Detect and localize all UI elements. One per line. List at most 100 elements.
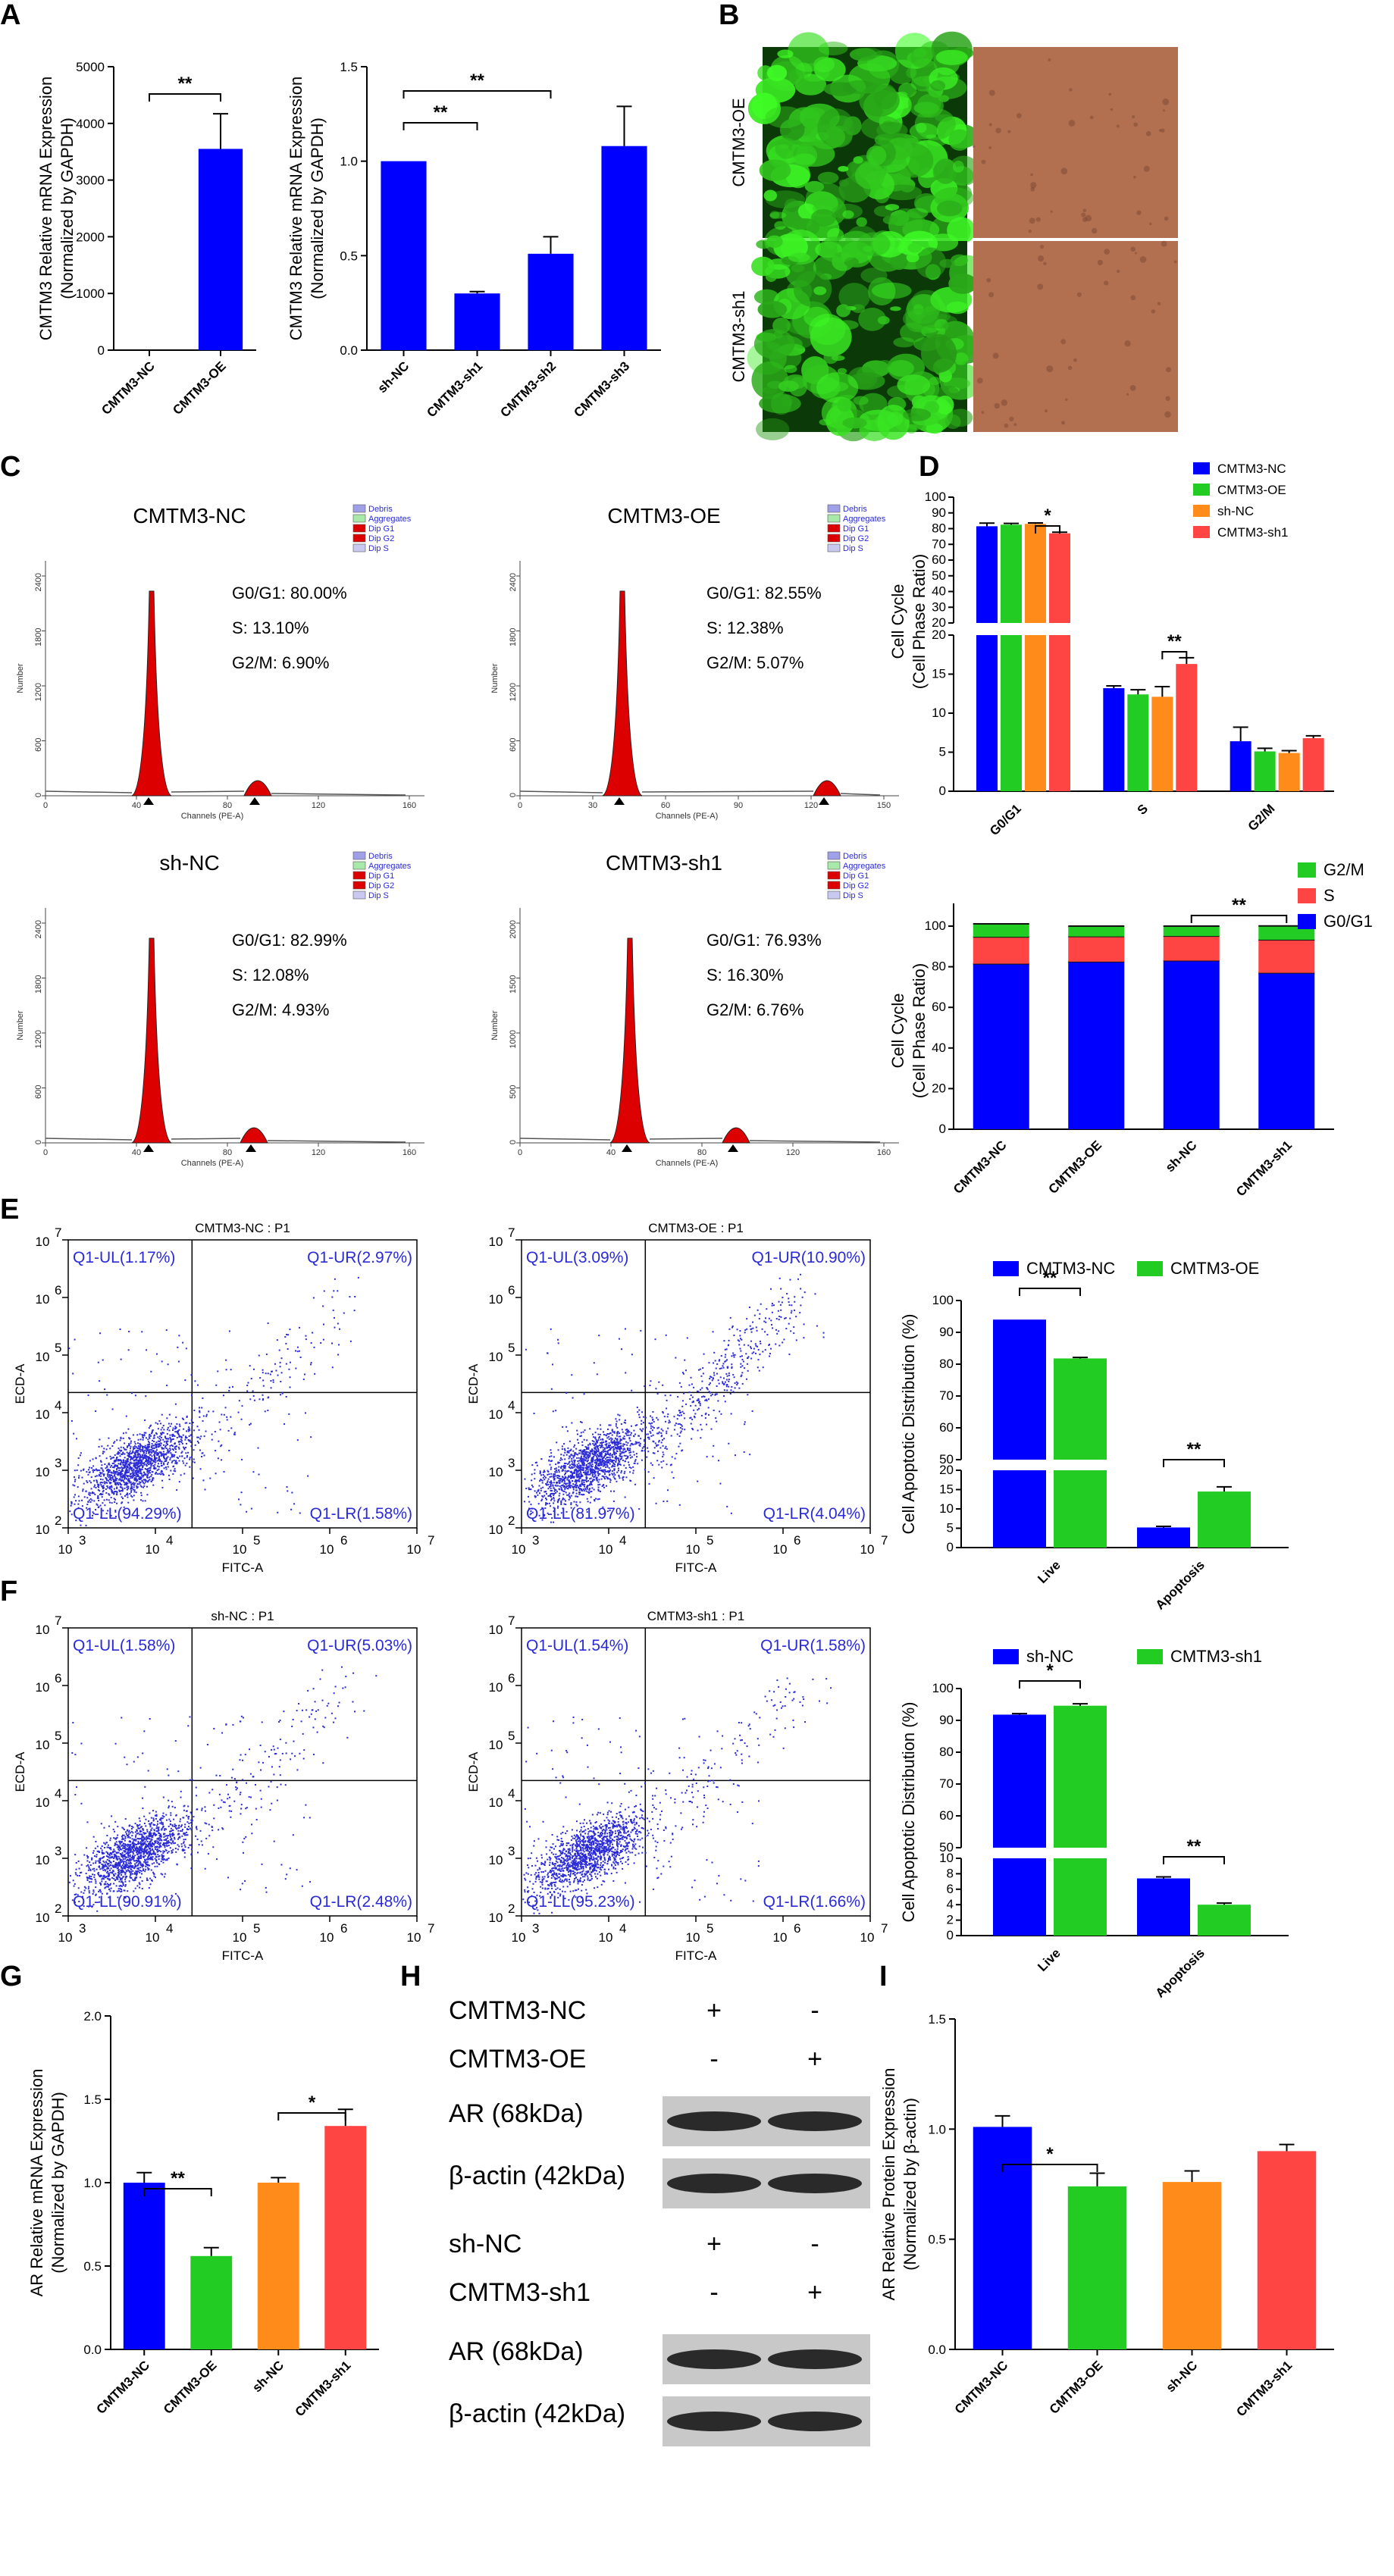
event-dot <box>136 1459 138 1461</box>
event-dot <box>148 1460 150 1462</box>
event-dot <box>163 1839 165 1841</box>
event-dot <box>537 1494 539 1496</box>
event-dot <box>790 1262 792 1264</box>
event-dot <box>226 1419 228 1421</box>
event-dot <box>731 1385 733 1388</box>
event-dot <box>241 1405 243 1407</box>
event-dot <box>624 1496 626 1498</box>
event-dot <box>578 1452 581 1454</box>
event-dot <box>107 1475 109 1477</box>
event-dot <box>593 1454 595 1456</box>
event-dot <box>572 1487 575 1489</box>
event-dot <box>121 1498 124 1500</box>
quadrant-ul-label: Q1-UL(1.17%) <box>73 1249 175 1266</box>
brightfield-cell <box>1104 280 1109 286</box>
event-dot <box>262 1399 264 1401</box>
event-dot <box>133 1464 135 1466</box>
event-dot <box>161 1448 163 1450</box>
event-dot <box>94 1476 96 1478</box>
brightfield-cell <box>1048 58 1051 61</box>
event-dot <box>683 1412 685 1414</box>
legend-label: S <box>1324 886 1335 905</box>
y-tick-label: 10 <box>36 1292 50 1307</box>
event-dot <box>595 1459 597 1461</box>
event-dot <box>635 1442 637 1445</box>
event-dot <box>600 1461 603 1463</box>
event-dot <box>623 1473 625 1475</box>
event-dot <box>564 1470 566 1472</box>
event-dot <box>575 1492 578 1495</box>
event-dot <box>93 1470 96 1472</box>
event-dot <box>580 1435 582 1437</box>
event-dot <box>741 1338 743 1341</box>
event-dot <box>74 1480 76 1482</box>
event-dot <box>591 1471 594 1473</box>
g2-peak <box>240 1127 268 1144</box>
event-dot <box>799 1273 801 1275</box>
event-dot <box>551 1498 553 1500</box>
event-dot <box>553 1475 556 1477</box>
event-dot <box>576 1433 578 1435</box>
event-dot <box>689 1417 691 1419</box>
event-dot <box>132 1856 134 1858</box>
event-dot <box>137 1868 139 1870</box>
event-dot <box>101 1445 103 1448</box>
quadrant-ur-label: Q1-UR(2.97%) <box>307 1249 412 1266</box>
event-dot <box>149 1877 152 1880</box>
event-dot <box>594 1470 597 1473</box>
event-dot <box>554 1491 556 1494</box>
event-dot <box>694 1413 697 1415</box>
event-dot <box>130 1848 133 1851</box>
event-dot <box>633 1435 635 1437</box>
event-dot <box>280 1357 283 1360</box>
event-dot <box>658 1431 660 1433</box>
event-dot <box>139 1870 141 1872</box>
event-dot <box>86 1507 88 1509</box>
brightfield-cell <box>1132 115 1136 119</box>
event-dot <box>285 1396 287 1398</box>
event-dot <box>74 1485 76 1487</box>
event-dot <box>179 1455 181 1457</box>
event-dot <box>132 1434 134 1436</box>
event-dot <box>279 1361 281 1363</box>
event-dot <box>140 1491 143 1494</box>
event-dot <box>158 1419 161 1422</box>
event-dot <box>569 1471 572 1473</box>
event-dot <box>184 1437 186 1439</box>
event-dot <box>125 1474 127 1476</box>
event-dot <box>180 1452 183 1454</box>
event-dot <box>596 1454 598 1456</box>
event-dot <box>141 1456 143 1458</box>
event-dot <box>585 1477 587 1479</box>
fluorescent-cell <box>857 232 891 257</box>
event-dot <box>572 1461 574 1463</box>
event-dot <box>544 1476 547 1479</box>
event-dot <box>615 1446 617 1448</box>
event-dot <box>127 1479 129 1482</box>
brightfield-cell <box>1069 88 1073 92</box>
x-tick-label: 120 <box>312 1148 325 1157</box>
peak-marker <box>614 797 829 805</box>
event-dot <box>82 1490 84 1492</box>
y-tick-label: 3000 <box>76 174 105 188</box>
event-dot <box>569 1456 572 1458</box>
event-dot <box>190 1374 193 1376</box>
event-dot <box>734 1454 736 1457</box>
event-dot <box>127 1488 129 1490</box>
event-dot <box>580 1432 582 1434</box>
event-dot <box>131 1470 133 1472</box>
event-dot <box>616 1439 619 1441</box>
event-dot <box>156 1465 158 1467</box>
event-dot <box>193 1458 195 1460</box>
event-dot <box>548 1473 550 1476</box>
event-dot <box>114 1482 117 1484</box>
event-dot <box>149 1425 152 1427</box>
event-dot <box>524 1478 526 1480</box>
event-dot <box>215 1384 218 1386</box>
event-dot <box>155 1433 158 1435</box>
event-dot <box>554 1471 556 1473</box>
event-dot <box>138 1475 140 1477</box>
event-dot <box>178 1443 180 1445</box>
x-tick-label: 160 <box>403 801 416 810</box>
y-axis-label: Number <box>490 1010 500 1040</box>
